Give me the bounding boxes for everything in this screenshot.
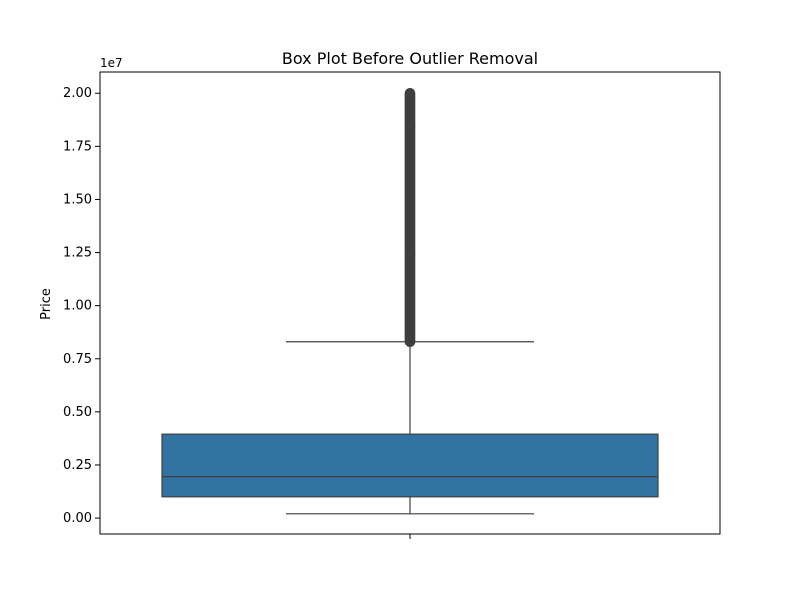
y-tick-label: 0.50 [63, 405, 92, 420]
y-tick-label: 2.00 [63, 86, 92, 101]
y-tick-label: 1.50 [63, 192, 92, 207]
y-tick-label: 1.25 [63, 246, 92, 261]
y-tick-label: 0.75 [63, 352, 92, 367]
chart-title: Box Plot Before Outlier Removal [282, 49, 538, 68]
y-axis-label: Price [39, 288, 54, 320]
y-axis-offset-label: 1e7 [100, 56, 123, 70]
y-tick-label: 1.75 [63, 139, 92, 154]
y-tick-label: 1.00 [63, 299, 92, 314]
box-iqr [161, 433, 659, 498]
y-tick-label: 0.00 [63, 511, 92, 526]
outlier-point [404, 87, 416, 99]
outlier-points [404, 87, 416, 348]
y-tick-label: 0.25 [63, 458, 92, 473]
